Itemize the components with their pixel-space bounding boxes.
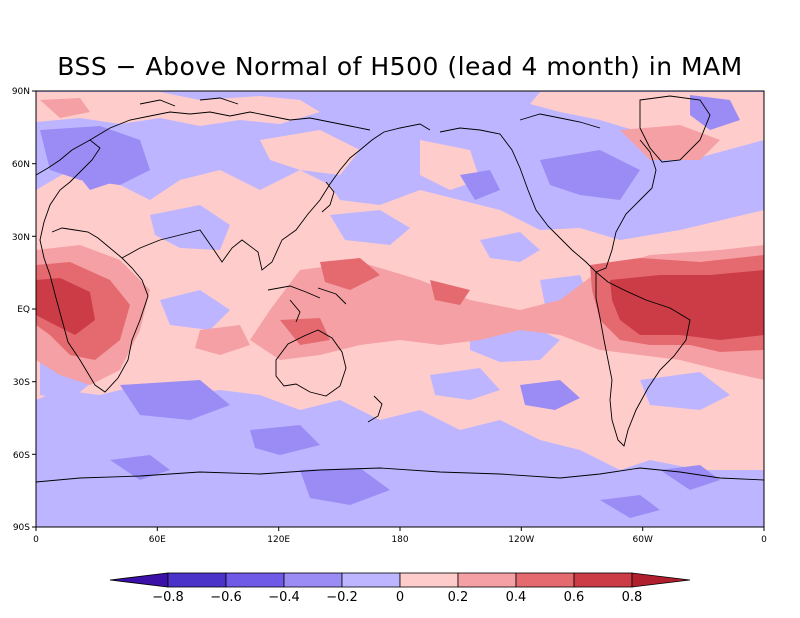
colorbar-label-7: 0.6 <box>564 590 585 605</box>
lat-label-eq: EQ <box>17 305 30 315</box>
colorbar-label-4: 0 <box>396 590 404 605</box>
colorbar-box-6 <box>457 572 517 588</box>
lat-label-60n: 60N <box>12 160 30 170</box>
lat-label-30n: 30N <box>12 233 30 243</box>
colorbar-label-5: 0.2 <box>448 590 469 605</box>
colorbar-label-0: −0.8 <box>152 590 184 605</box>
colorbar-box-2 <box>225 572 285 588</box>
colorbar-box-3 <box>283 572 343 588</box>
map-title: BSS − Above Normal of H500 (lead 4 month… <box>57 52 743 81</box>
colorbar-triangle-low <box>109 572 169 588</box>
lon-label-60w: 60W <box>633 535 653 545</box>
lat-label-60s: 60S <box>13 451 30 461</box>
colorbar-box-1 <box>167 572 227 588</box>
colorbar-box-4 <box>341 572 401 588</box>
lon-label-120e: 120E <box>267 535 290 545</box>
lon-label-0-right: 0 <box>761 535 767 545</box>
colorbar: −0.8 −0.6 −0.4 −0.2 0 0.2 0.4 0.6 0.8 <box>109 572 691 605</box>
colorbar-label-2: −0.4 <box>268 590 300 605</box>
lat-label-90n: 90N <box>12 87 30 97</box>
lat-labels: 90N 60N 30N EQ 30S 60S 90S <box>12 87 30 533</box>
bss-contour-field <box>36 91 764 527</box>
lon-label-120w: 120W <box>508 535 534 545</box>
coastlines <box>36 95 764 483</box>
contour-level-negative-patches <box>40 205 730 455</box>
lat-label-30s: 30S <box>13 378 30 388</box>
colorbar-box-5 <box>399 572 459 588</box>
lon-label-0-left: 0 <box>33 535 39 545</box>
colorbar-triangle-high <box>631 572 691 588</box>
lat-label-90s: 90S <box>13 523 30 533</box>
lon-label-180: 180 <box>391 535 408 545</box>
lon-label-60e: 60E <box>149 535 166 545</box>
colorbar-label-1: −0.6 <box>210 590 242 605</box>
colorbar-label-6: 0.4 <box>506 590 527 605</box>
lat-ticks <box>32 90 36 528</box>
colorbar-box-7 <box>515 572 575 588</box>
lon-labels: 0 60E 120E 180 120W 60W 0 <box>33 535 767 545</box>
colorbar-box-8 <box>573 572 633 588</box>
lon-ticks <box>35 527 765 531</box>
colorbar-label-3: −0.2 <box>326 590 358 605</box>
colorbar-label-8: 0.8 <box>622 590 643 605</box>
contour-level-0.6-to-0.8 <box>36 270 764 340</box>
